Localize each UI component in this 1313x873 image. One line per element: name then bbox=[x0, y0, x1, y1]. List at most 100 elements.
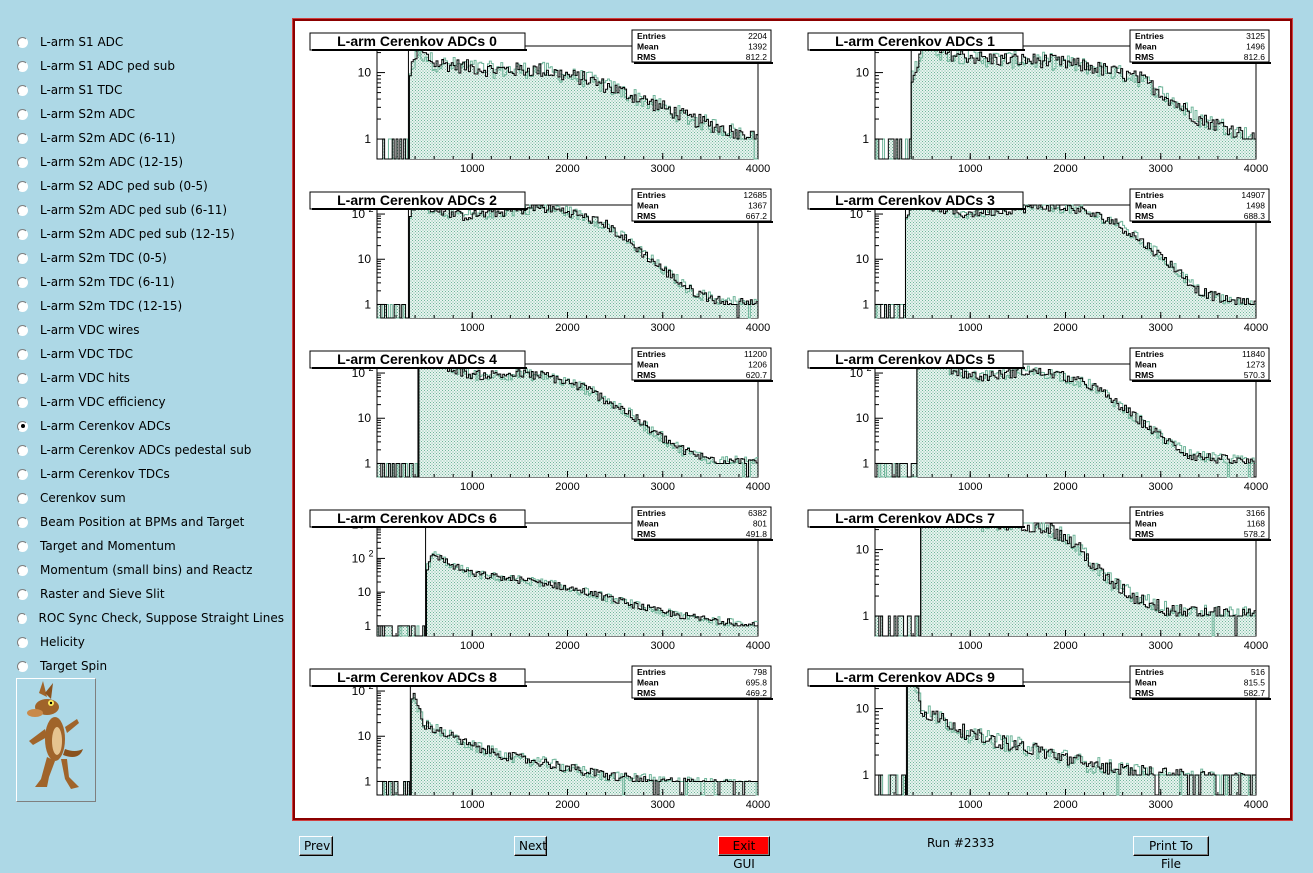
stats-key: Mean bbox=[637, 42, 659, 52]
stats-value: 11200 bbox=[744, 349, 767, 359]
radio-button[interactable] bbox=[17, 252, 28, 264]
radio-button[interactable] bbox=[17, 588, 28, 600]
page-option[interactable]: L-arm S2m ADC (6-11) bbox=[14, 126, 284, 150]
histogram-grid: 1000 2000 3000 4000 1 10 L-arm Cerenkov ADCs 0… bbox=[309, 29, 1271, 811]
radio-button[interactable] bbox=[17, 204, 28, 216]
page-option[interactable]: L-arm S1 ADC bbox=[14, 30, 284, 54]
histogram-pad: 1000 2000 3000 4000 1 10 L-arm Cerenkov ADCs 0… bbox=[309, 29, 773, 175]
page-option[interactable]: L-arm S2m ADC ped sub (6-11) bbox=[14, 198, 284, 222]
page-option[interactable]: Momentum (small bins) and Reactz bbox=[14, 558, 284, 582]
y-tick-label: 1 bbox=[364, 456, 371, 470]
radio-button[interactable] bbox=[17, 516, 28, 528]
exit-gui-button[interactable]: Exit GUI bbox=[718, 836, 770, 871]
radio-button[interactable] bbox=[17, 564, 28, 576]
page-option[interactable]: L-arm Cerenkov ADCs bbox=[14, 414, 284, 438]
radio-button[interactable] bbox=[17, 660, 28, 672]
page-option[interactable]: L-arm Cerenkov ADCs pedestal sub bbox=[14, 438, 284, 462]
radio-button[interactable] bbox=[17, 612, 27, 624]
radio-button[interactable] bbox=[17, 540, 28, 552]
radio-button[interactable] bbox=[17, 180, 28, 192]
radio-button[interactable] bbox=[17, 36, 28, 48]
radio-button[interactable] bbox=[17, 276, 28, 288]
page-option[interactable]: L-arm VDC TDC bbox=[14, 342, 284, 366]
radio-button[interactable] bbox=[17, 60, 28, 72]
page-option[interactable]: Cerenkov sum bbox=[14, 486, 284, 510]
page-option-label: L-arm S2m ADC (6-11) bbox=[40, 131, 176, 145]
radio-button[interactable] bbox=[17, 228, 28, 240]
stats-key: Mean bbox=[1135, 201, 1157, 211]
histogram-line bbox=[376, 204, 759, 319]
radio-button[interactable] bbox=[17, 156, 28, 168]
page-option[interactable]: L-arm Cerenkov TDCs bbox=[14, 462, 284, 486]
radio-button[interactable] bbox=[17, 468, 28, 480]
page-option[interactable]: Target Spin bbox=[14, 654, 284, 678]
histogram-fill bbox=[377, 693, 758, 795]
radio-button[interactable] bbox=[17, 444, 28, 456]
radio-button[interactable] bbox=[17, 300, 28, 312]
stats-key: Entries bbox=[637, 31, 666, 41]
radio-button[interactable] bbox=[17, 108, 28, 120]
page-option[interactable]: L-arm S2m TDC (12-15) bbox=[14, 294, 284, 318]
y-tick-label: 1 bbox=[862, 456, 869, 470]
histogram-line bbox=[377, 692, 759, 796]
x-tick-label: 3000 bbox=[651, 322, 675, 334]
page-option[interactable]: L-arm VDC hits bbox=[14, 366, 284, 390]
page-option-label: L-arm S2m TDC (6-11) bbox=[40, 275, 175, 289]
radio-button[interactable] bbox=[17, 372, 28, 384]
page-option[interactable]: L-arm S2m ADC bbox=[14, 102, 284, 126]
page-option-label: L-arm S2m ADC ped sub (6-11) bbox=[40, 203, 228, 217]
page-option-label: L-arm S1 ADC bbox=[40, 35, 124, 49]
page-option-label: ROC Sync Check, Suppose Straight Lines bbox=[38, 611, 284, 625]
page-option[interactable]: L-arm S2m ADC (12-15) bbox=[14, 150, 284, 174]
page-option-label: L-arm VDC hits bbox=[40, 371, 130, 385]
x-tick-label: 3000 bbox=[1149, 322, 1173, 334]
x-tick-label: 1000 bbox=[460, 322, 484, 334]
page-option[interactable]: Beam Position at BPMs and Target bbox=[14, 510, 284, 534]
histogram-title: L-arm Cerenkov ADCs 8 bbox=[337, 669, 497, 685]
radio-button[interactable] bbox=[17, 492, 28, 504]
page-option[interactable]: Raster and Sieve Slit bbox=[14, 582, 284, 606]
page-option[interactable]: L-arm S2 ADC ped sub (0-5) bbox=[14, 174, 284, 198]
page-option[interactable]: L-arm S2m TDC (0-5) bbox=[14, 246, 284, 270]
page-option[interactable]: L-arm VDC efficiency bbox=[14, 390, 284, 414]
page-option[interactable]: Target and Momentum bbox=[14, 534, 284, 558]
stats-value: 3125 bbox=[1246, 31, 1265, 41]
x-tick-label: 4000 bbox=[746, 163, 770, 175]
page-option[interactable]: L-arm S2m TDC (6-11) bbox=[14, 270, 284, 294]
page-option-label: Target Spin bbox=[40, 659, 108, 673]
prev-button[interactable]: Prev bbox=[299, 836, 333, 856]
y-tick-label: 10 bbox=[856, 66, 870, 80]
print-to-file-button[interactable]: Print To File bbox=[1133, 836, 1209, 871]
page-option[interactable]: L-arm VDC wires bbox=[14, 318, 284, 342]
radio-button[interactable] bbox=[17, 132, 28, 144]
page-option[interactable]: L-arm S1 ADC ped sub bbox=[14, 54, 284, 78]
stats-value: 812.2 bbox=[746, 52, 768, 62]
stats-key: RMS bbox=[1135, 688, 1154, 698]
radio-button[interactable] bbox=[17, 348, 28, 360]
radio-button[interactable] bbox=[17, 420, 28, 432]
title-box-shadow bbox=[810, 49, 1025, 51]
page-option-label: L-arm S2m ADC (12-15) bbox=[40, 155, 184, 169]
radio-button[interactable] bbox=[17, 324, 28, 336]
x-tick-label: 1000 bbox=[460, 799, 484, 811]
x-tick-label: 3000 bbox=[651, 640, 675, 652]
page-option[interactable]: L-arm S2m ADC ped sub (12-15) bbox=[14, 222, 284, 246]
page-option[interactable]: ROC Sync Check, Suppose Straight Lines bbox=[14, 606, 284, 630]
next-button[interactable]: Next bbox=[514, 836, 547, 856]
radio-button[interactable] bbox=[17, 636, 28, 648]
radio-button[interactable] bbox=[17, 396, 28, 408]
radio-button[interactable] bbox=[17, 84, 28, 96]
stats-value: 620.7 bbox=[746, 370, 768, 380]
stats-value: 469.2 bbox=[746, 688, 768, 698]
x-tick-label: 4000 bbox=[1244, 799, 1268, 811]
overlay-series-line bbox=[875, 363, 1256, 478]
stats-box-shadow bbox=[1132, 221, 1271, 223]
page-option-label: Raster and Sieve Slit bbox=[40, 587, 165, 601]
stats-value: 516 bbox=[1251, 667, 1265, 677]
page-option[interactable]: L-arm S1 TDC bbox=[14, 78, 284, 102]
y-tick-label: 1 bbox=[862, 132, 869, 146]
x-tick-label: 4000 bbox=[746, 481, 770, 493]
x-tick-label: 3000 bbox=[1149, 481, 1173, 493]
page-option[interactable]: Helicity bbox=[14, 630, 284, 654]
stats-value: 570.3 bbox=[1244, 370, 1266, 380]
